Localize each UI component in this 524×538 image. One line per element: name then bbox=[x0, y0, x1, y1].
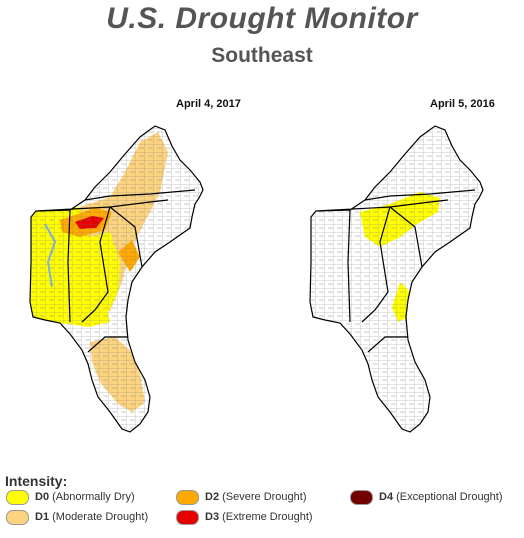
region-subtitle: Southeast bbox=[211, 44, 313, 67]
state-borders-2016 bbox=[309, 125, 484, 433]
legend-item-d0: D0 (Abnormally Dry) bbox=[6, 489, 135, 505]
state-borders-2017 bbox=[29, 125, 204, 433]
d4-label: (Exceptional Drought) bbox=[396, 491, 503, 503]
d0-label: (Abnormally Dry) bbox=[52, 491, 135, 503]
legend-title: Intensity: bbox=[5, 473, 68, 489]
d3-swatch bbox=[176, 509, 199, 525]
d3-code: D3 bbox=[205, 511, 220, 523]
legend-item-d4: D4 (Exceptional Drought) bbox=[350, 489, 503, 505]
legend-item-d1: D1 (Moderate Drought) bbox=[6, 509, 148, 525]
legend-item-d3: D3 (Extreme Drought) bbox=[176, 509, 313, 525]
map-2017 bbox=[29, 125, 204, 433]
d0-code: D0 bbox=[35, 491, 50, 503]
legend-item-d2: D2 (Severe Drought) bbox=[176, 489, 307, 505]
page-title: U.S. Drought Monitor bbox=[106, 2, 418, 35]
d4-code: D4 bbox=[379, 491, 394, 503]
map-2016 bbox=[309, 125, 484, 433]
d1-swatch bbox=[6, 509, 29, 525]
d2-swatch bbox=[176, 489, 199, 505]
d0-swatch bbox=[6, 489, 29, 505]
d3-label: (Extreme Drought) bbox=[222, 511, 313, 523]
d2-label: (Severe Drought) bbox=[222, 491, 307, 503]
map-date-2017: April 4, 2017 bbox=[176, 98, 241, 110]
d1-label: (Moderate Drought) bbox=[52, 511, 149, 523]
d1-code: D1 bbox=[35, 511, 50, 523]
intensity-legend: Intensity: D0 (Abnormally Dry) D1 (Moder… bbox=[0, 470, 524, 538]
d4-swatch bbox=[350, 489, 373, 505]
drought-maps bbox=[29, 125, 484, 433]
d2-code: D2 bbox=[205, 491, 220, 503]
map-date-2016: April 5, 2016 bbox=[430, 98, 495, 110]
